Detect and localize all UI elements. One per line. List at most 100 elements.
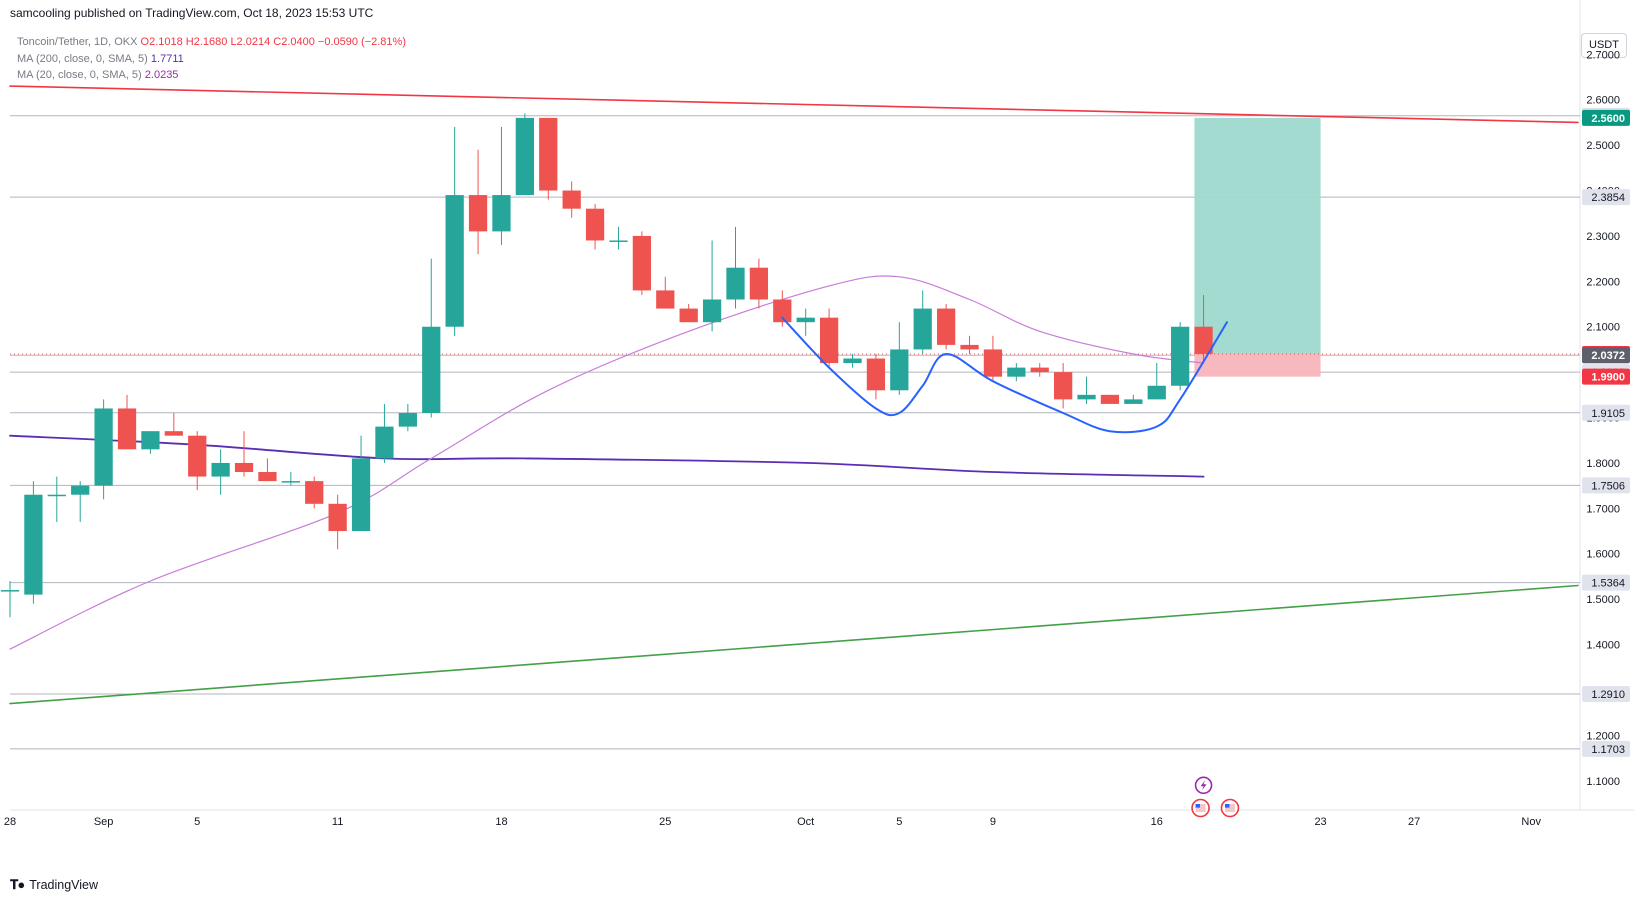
candle	[258, 458, 277, 482]
candle	[960, 335, 979, 354]
x-tick-label: 9	[990, 816, 996, 828]
y-tick-label: 2.3000	[1586, 231, 1620, 243]
candle-body	[1077, 394, 1096, 400]
y-tick-label: 2.5000	[1586, 140, 1620, 152]
candle-body	[866, 358, 886, 391]
candle-body	[24, 494, 43, 595]
legend-high: H2.1680	[185, 36, 228, 48]
x-tick-label: 5	[896, 816, 902, 828]
candle	[94, 399, 113, 500]
candle-body	[1100, 394, 1120, 404]
candle-body	[726, 267, 745, 300]
candle-body	[422, 326, 441, 413]
price-chart[interactable]: 1.10001.20001.30001.40001.50001.60001.70…	[0, 0, 1634, 870]
x-tick-label: 18	[495, 816, 507, 828]
x-tick-label: Oct	[797, 816, 814, 828]
legend-ma200-row[interactable]: MA (200, close, 0, SMA, 5) 1.7711	[17, 51, 406, 68]
candle	[1194, 294, 1213, 364]
candle-body	[398, 413, 417, 427]
chart-legend: Toncoin/Tether, 1D, OKX O2.1018 H2.1680 …	[17, 34, 406, 84]
y-tick-label: 1.7000	[1586, 503, 1620, 515]
candle-body	[492, 195, 511, 232]
candle-body	[445, 195, 464, 327]
candle	[585, 204, 605, 250]
candle	[1100, 394, 1120, 404]
candle	[773, 290, 792, 327]
candle-body	[773, 299, 792, 323]
position-stop-zone	[1194, 353, 1321, 377]
price-label-box	[1582, 347, 1630, 364]
candle	[1147, 363, 1166, 400]
currency-button[interactable]: USDT	[1581, 33, 1627, 58]
candle	[234, 431, 254, 477]
candle-body	[234, 462, 254, 473]
candle-body	[94, 408, 113, 486]
candle-body	[539, 117, 558, 191]
legend-ma200-label: MA (200, close, 0, SMA, 5)	[17, 52, 148, 65]
candle	[141, 431, 160, 454]
candle	[679, 304, 698, 323]
legend-symbol-row[interactable]: Toncoin/Tether, 1D, OKX O2.1018 H2.1680 …	[17, 34, 406, 51]
candle-body	[656, 290, 675, 309]
candle	[726, 226, 745, 309]
price-label-box	[1582, 404, 1630, 421]
candle	[843, 353, 862, 368]
candle-body	[351, 458, 371, 532]
x-tick-label: 5	[194, 816, 200, 828]
x-tick-label: 27	[1408, 816, 1420, 828]
candle-body	[796, 317, 815, 323]
candle	[796, 308, 815, 336]
candle	[1077, 376, 1096, 404]
price-label: 1.1703	[1591, 744, 1625, 756]
candle-body	[281, 481, 300, 483]
us-flag-field	[1195, 804, 1206, 812]
us-flag-canton	[1195, 804, 1201, 808]
x-tick-label: 28	[4, 816, 16, 828]
candle-body	[468, 195, 488, 232]
candle-body	[71, 485, 90, 495]
candle	[656, 276, 675, 309]
position-target-zone	[1194, 117, 1321, 354]
candle-body	[843, 358, 862, 364]
legend-ma200-value: 1.7711	[150, 52, 184, 65]
candle-body	[679, 308, 698, 323]
x-tick-label: 25	[659, 816, 671, 828]
candle	[188, 431, 207, 491]
candle	[1124, 394, 1143, 404]
candle-body	[1007, 367, 1026, 377]
x-tick-label: Sep	[94, 816, 114, 828]
price-label: 1.2910	[1591, 689, 1625, 701]
x-tick-label: 23	[1314, 816, 1326, 828]
price-label-box	[1582, 189, 1630, 206]
candle-body	[632, 235, 652, 291]
candle-body	[305, 481, 324, 504]
price-label: 2.3854	[1591, 192, 1625, 204]
candle	[632, 231, 652, 295]
candle	[866, 353, 886, 400]
legend-ma20-value: 2.0235	[144, 69, 179, 81]
resistance-trendline	[9, 85, 1579, 124]
candle-body	[188, 435, 207, 477]
y-tick-label: 1.1000	[1586, 776, 1620, 788]
candle	[1171, 322, 1190, 391]
candle	[398, 403, 417, 432]
candle-body	[117, 408, 137, 450]
candle-body	[375, 426, 394, 459]
candle	[1054, 363, 1073, 409]
candle	[305, 476, 324, 509]
us-flag-canton	[1224, 804, 1230, 808]
candle	[702, 240, 722, 332]
candle	[375, 403, 394, 463]
candle-body	[890, 349, 909, 391]
candle	[936, 304, 956, 350]
price-label-box	[1582, 740, 1630, 757]
candle	[468, 149, 488, 255]
y-tick-label: 1.2000	[1586, 730, 1620, 742]
candle-body	[1030, 367, 1049, 373]
legend-ma20-row[interactable]: MA (20, close, 0, SMA, 5) 2.0235	[17, 67, 406, 84]
candle	[749, 258, 769, 309]
candle-body	[1124, 399, 1143, 404]
y-tick-label: 1.6000	[1586, 549, 1620, 561]
candle-body	[1054, 372, 1073, 400]
tradingview-brand[interactable]: 𝐓● TradingView	[10, 877, 98, 893]
